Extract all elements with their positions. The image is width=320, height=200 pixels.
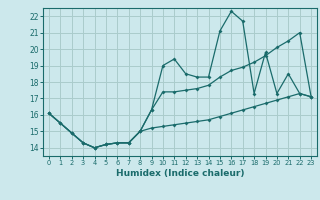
X-axis label: Humidex (Indice chaleur): Humidex (Indice chaleur) — [116, 169, 244, 178]
